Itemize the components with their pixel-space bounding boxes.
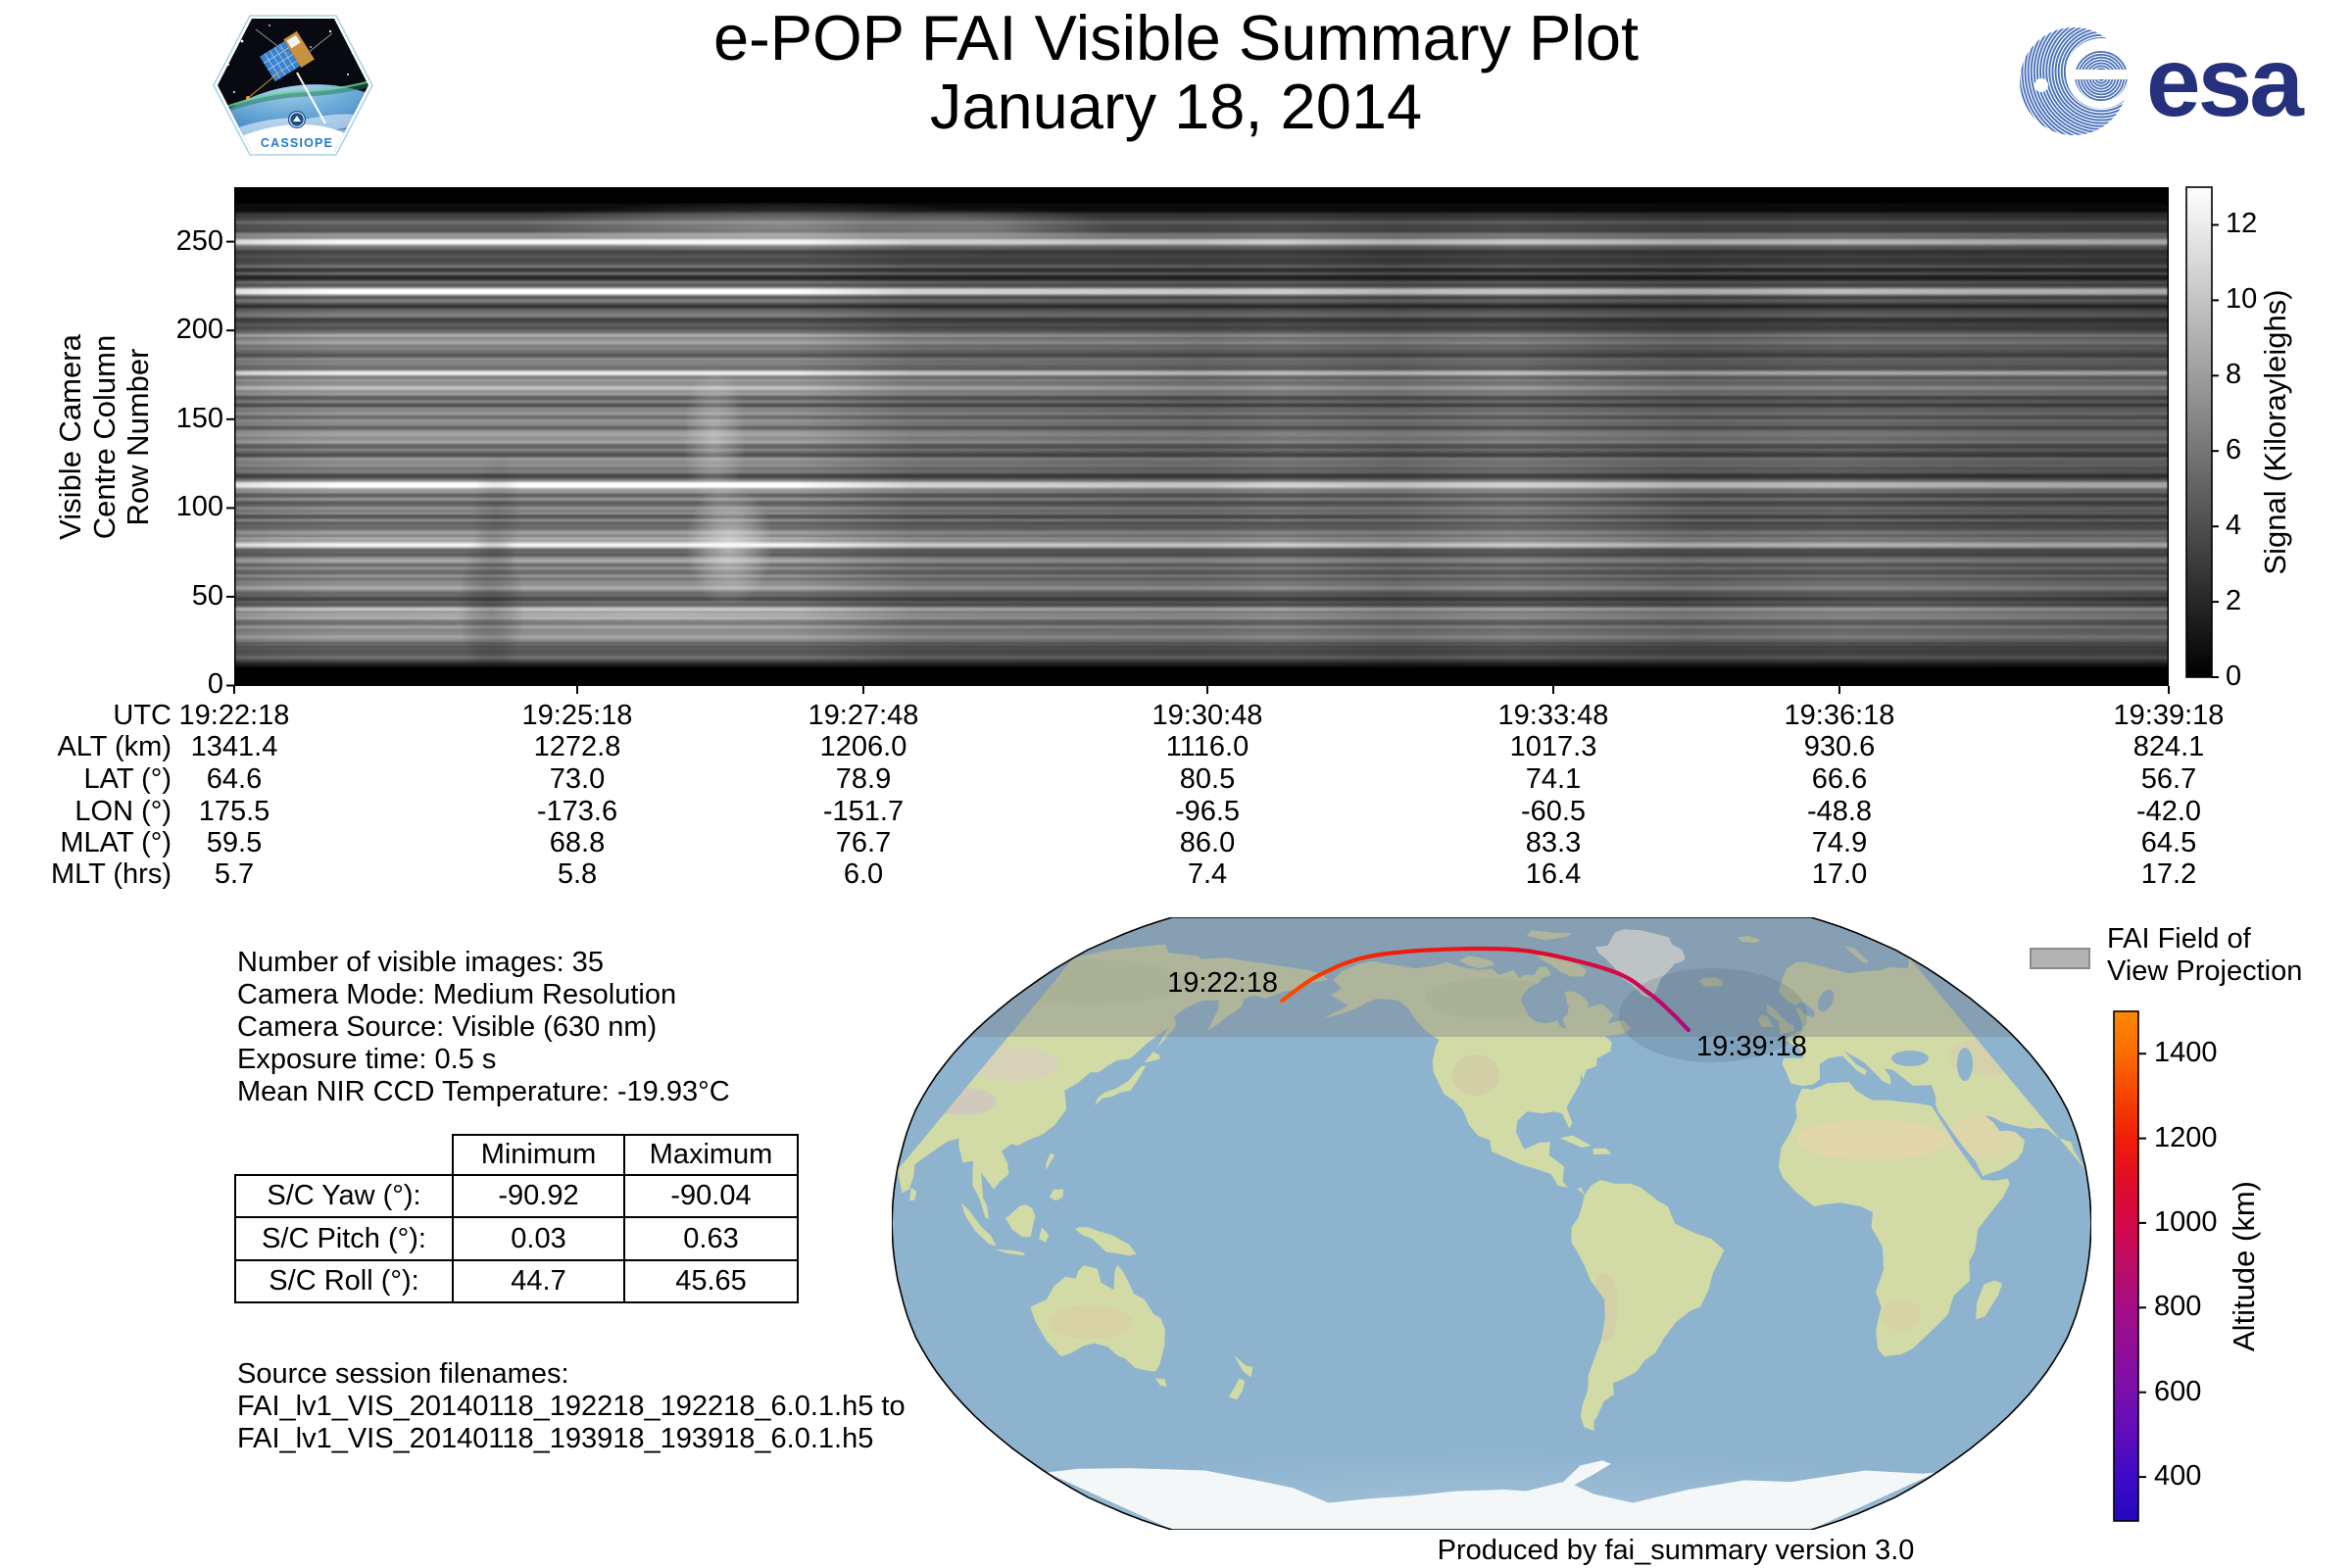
svg-text:CASSIOPE: CASSIOPE: [261, 136, 333, 150]
svg-text:19:39:18: 19:39:18: [1696, 1031, 1807, 1062]
svg-text:19:22:18: 19:22:18: [1167, 967, 1278, 999]
svg-text:esa: esa: [2146, 27, 2305, 137]
